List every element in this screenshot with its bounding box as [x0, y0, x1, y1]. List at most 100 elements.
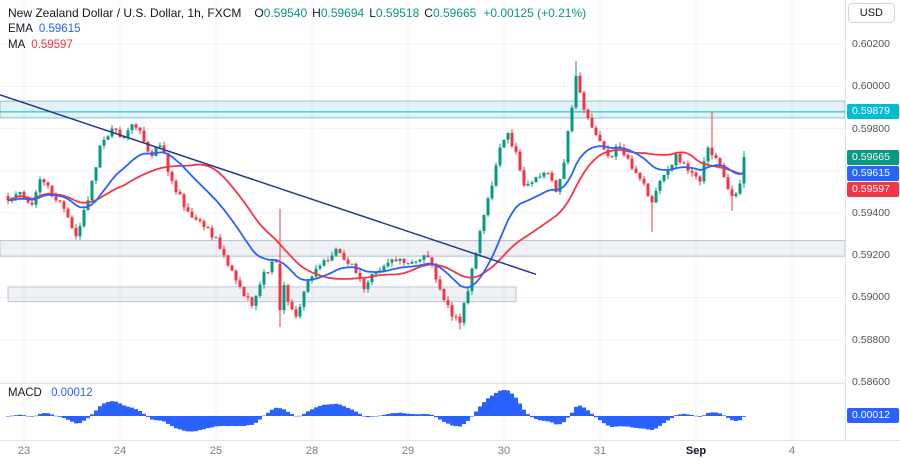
macd-histogram-bar	[98, 406, 102, 416]
macd-histogram-bar	[250, 416, 254, 425]
macd-histogram-bar	[422, 413, 426, 416]
candle-body	[290, 301, 294, 310]
candle-body	[626, 155, 630, 159]
candle-body	[370, 273, 374, 283]
time-tick-30: 30	[497, 445, 511, 457]
resistance-zone[interactable]	[0, 100, 845, 119]
macd-histogram-bar	[54, 415, 58, 417]
candle-body	[254, 295, 258, 306]
macd-histogram-bar	[18, 414, 22, 416]
macd-histogram-bar	[630, 416, 634, 428]
candle-body	[306, 280, 310, 292]
macd-histogram-bar	[14, 415, 18, 416]
ma-label: MA	[8, 39, 26, 51]
macd-histogram-bar	[346, 407, 350, 416]
macd-histogram-bar	[274, 407, 278, 416]
candlestick-chart-canvas[interactable]	[0, 0, 845, 440]
candle-body	[598, 134, 602, 142]
macd-histogram-bar	[582, 407, 586, 416]
candle-body	[322, 260, 326, 266]
support-zone[interactable]	[7, 286, 517, 303]
macd-histogram-bar	[470, 416, 474, 417]
candle-body	[350, 263, 354, 265]
candle-body	[278, 263, 282, 311]
macd-histogram-bar	[386, 413, 390, 416]
macd-histogram-bar	[30, 416, 34, 417]
macd-histogram-bar	[78, 416, 82, 424]
candle-body	[66, 208, 70, 218]
candle-body	[414, 261, 418, 263]
candle-body	[346, 259, 350, 264]
macd-histogram-bar	[314, 407, 318, 416]
macd-histogram-bar	[342, 406, 346, 416]
candle-body	[146, 141, 150, 152]
candle-body	[178, 191, 182, 195]
candle-body	[302, 291, 306, 307]
ma-line[interactable]	[7, 149, 745, 280]
macd-histogram-bar	[94, 410, 98, 416]
macd-histogram-bar	[434, 416, 438, 418]
price-tick: 0.59000	[852, 291, 890, 304]
candle-body	[42, 179, 46, 183]
ema-line[interactable]	[7, 145, 745, 289]
macd-histogram-bar	[206, 416, 210, 429]
candle-body	[6, 196, 10, 201]
macd-histogram-bar	[554, 416, 558, 425]
candle-body	[246, 296, 250, 298]
macd-histogram-bar	[510, 393, 514, 416]
macd-histogram-bar	[58, 416, 62, 417]
candle-body	[422, 255, 426, 260]
macd-histogram-bar	[50, 414, 54, 416]
ma-legend-row[interactable]: MA 0.59597	[8, 37, 586, 53]
pane-divider[interactable]	[0, 383, 900, 384]
macd-histogram-bar	[450, 416, 454, 426]
macd-histogram-bar	[678, 414, 682, 416]
macd-histogram-bar	[410, 414, 414, 416]
candle-body	[642, 178, 646, 184]
candle-body	[70, 217, 74, 228]
macd-histogram-bar	[406, 413, 410, 416]
candle-body	[562, 162, 566, 180]
candle-body	[614, 146, 618, 157]
candle-body	[494, 165, 498, 186]
trendline-drawing[interactable]	[0, 94, 537, 276]
macd-histogram-bar	[658, 416, 662, 426]
candle-body	[374, 272, 378, 274]
time-tick-24: 24	[113, 445, 127, 457]
candle-body	[202, 221, 206, 227]
candle-body	[678, 153, 682, 163]
macd-legend-row[interactable]: MACD 0.00012	[8, 387, 93, 399]
candle-body	[434, 263, 438, 280]
macd-histogram-bar	[294, 415, 298, 417]
candle-body	[542, 172, 546, 177]
mid-zone[interactable]	[0, 240, 845, 257]
candle-body	[558, 179, 562, 192]
macd-histogram-bar	[234, 416, 238, 427]
candle-body	[586, 109, 590, 118]
candle-body	[498, 147, 502, 166]
currency-toggle-button[interactable]: USD	[847, 3, 895, 23]
candle-body	[310, 276, 314, 281]
macd-histogram-bar	[110, 401, 114, 416]
ema-legend-row[interactable]: EMA 0.59615	[8, 21, 586, 37]
time-axis[interactable]: 23 24 25 28 29 30 31 Sep 4	[0, 440, 900, 462]
macd-histogram-bar	[262, 415, 266, 417]
candle-body	[22, 191, 26, 200]
candle-body	[130, 124, 134, 131]
candle-body	[58, 200, 62, 202]
macd-histogram-bar	[742, 416, 746, 417]
candle-body	[526, 184, 530, 186]
candle-body	[182, 194, 186, 208]
macd-histogram-bar	[82, 416, 86, 421]
macd-histogram-bar	[62, 416, 66, 419]
price-axis[interactable]: 0.602000.600000.598000.596000.594000.592…	[845, 0, 900, 440]
price-tick: 0.58800	[852, 333, 890, 346]
candle-body	[538, 176, 542, 178]
macd-histogram-bar	[482, 402, 486, 416]
candle-body	[222, 248, 226, 256]
macd-histogram-bar	[366, 416, 370, 418]
candle-body	[326, 260, 330, 262]
candle-body	[426, 255, 430, 258]
time-tick-31: 31	[593, 445, 607, 457]
